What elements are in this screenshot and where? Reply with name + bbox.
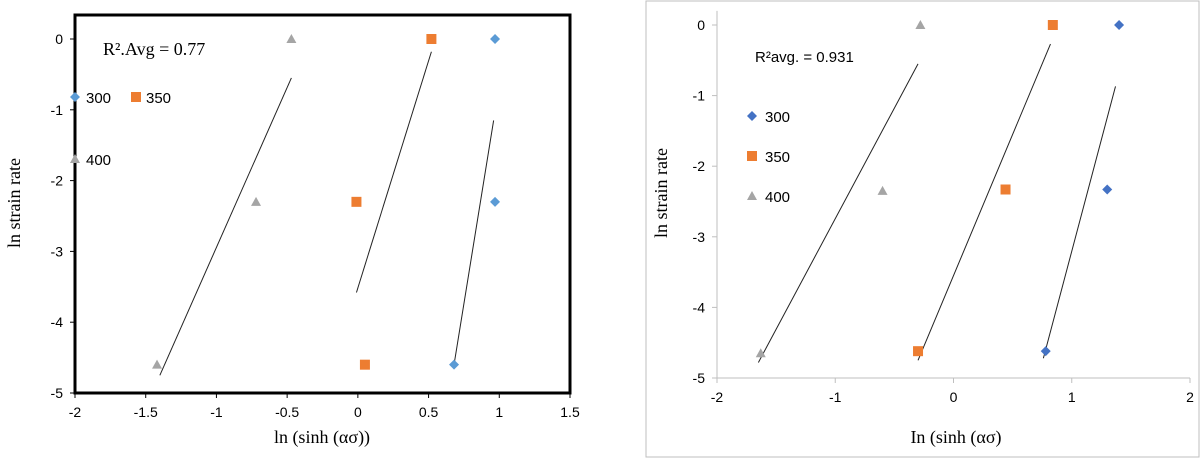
- left-point-400: [251, 196, 262, 206]
- left-y-axis-label: ln strain rate: [4, 158, 24, 248]
- right-x-tick-label: 0: [950, 389, 958, 405]
- right-y-tick-label: -5: [693, 370, 706, 386]
- left-legend-marker-300: [70, 92, 80, 102]
- right-point-350: [1000, 184, 1011, 195]
- left-fit-line-400: [159, 77, 292, 376]
- left-legend-label-350: 350: [146, 90, 171, 107]
- left-legend-marker-350: [131, 92, 141, 102]
- left-x-tick-label: -1: [210, 404, 223, 420]
- left-x-tick-label: 1: [495, 404, 503, 420]
- left-x-tick-label: -0.5: [275, 404, 299, 420]
- right-y-tick-label: -4: [693, 299, 706, 315]
- left-point-350: [351, 196, 362, 207]
- left-y-tick-label: 0: [55, 31, 63, 47]
- right-point-300: [1114, 20, 1125, 30]
- right-annotation: R²avg. = 0.931: [755, 49, 854, 66]
- left-legend-label-300: 300: [86, 90, 111, 107]
- right-point-400: [877, 185, 888, 195]
- right-point-300: [1040, 346, 1051, 357]
- left-x-tick-label: 0.5: [419, 404, 439, 420]
- left-x-tick-label: -1.5: [134, 404, 158, 420]
- left-chart: 0 -1 -2 -3 -4 -5 -2 -1.5 -1 -0.5 0 0.5 1 1.5 R².Avg =…: [4, 13, 580, 448]
- right-fit-line-350: [917, 43, 1051, 361]
- right-legend-label-300: 300: [765, 109, 790, 126]
- right-legend-marker-300: [747, 111, 757, 121]
- left-y-tick-label: -3: [51, 243, 64, 259]
- left-point-300: [490, 34, 501, 44]
- left-fit-line-350: [355, 51, 432, 293]
- left-plot-area: [73, 13, 572, 395]
- left-y-tick-label: -4: [51, 314, 64, 330]
- left-legend-label-400: 400: [86, 152, 111, 169]
- right-point-300: [1102, 184, 1113, 195]
- left-x-tick-label: 1.5: [560, 404, 580, 420]
- left-x-tick-label: 0: [354, 404, 362, 420]
- left-y-tick-label: -2: [51, 173, 64, 189]
- left-y-tick-label: -1: [51, 102, 64, 118]
- right-x-axis-label: In (sinh (ασ): [910, 427, 1001, 448]
- right-point-350: [913, 346, 924, 357]
- left-point-400: [152, 359, 163, 369]
- right-legend-marker-400: [747, 191, 757, 200]
- right-y-tick-label: -3: [693, 229, 706, 245]
- left-legend-marker-400: [70, 154, 80, 163]
- left-x-axis-label: ln (sinh (ασ)): [274, 427, 370, 448]
- right-point-400: [755, 348, 766, 358]
- left-fit-line-300: [453, 120, 495, 365]
- right-x-tick-label: 2: [1186, 389, 1194, 405]
- left-annotation: R².Avg = 0.77: [103, 39, 205, 59]
- right-y-tick-label: -2: [693, 158, 706, 174]
- left-point-350: [359, 359, 370, 370]
- left-y-tick-label: -5: [51, 385, 64, 401]
- right-y-axis-label: ln strain rate: [651, 148, 671, 238]
- right-fit-line-400: [757, 63, 919, 363]
- right-fit-line-300: [1042, 86, 1116, 359]
- right-legend-marker-350: [747, 151, 757, 161]
- right-y-tick-label: -1: [693, 88, 706, 104]
- right-point-350: [1047, 20, 1058, 30]
- right-legend-label-350: 350: [765, 149, 790, 166]
- left-point-300: [449, 359, 460, 370]
- right-legend-label-400: 400: [765, 189, 790, 206]
- right-x-tick-label: -2: [711, 389, 724, 405]
- right-chart: 0 -1 -2 -3 -4 -5 -2 -1 0 1 2 R²avg. = 0.931 300 35…: [645, 0, 1200, 458]
- right-point-400: [915, 20, 926, 29]
- left-x-tick-label: -2: [69, 404, 82, 420]
- right-plot-area: [645, 0, 1200, 458]
- left-point-350: [426, 34, 437, 44]
- left-point-400: [286, 34, 297, 43]
- left-point-300: [490, 196, 501, 207]
- right-y-tick-label: 0: [697, 17, 705, 33]
- right-x-tick-label: 1: [1068, 389, 1076, 405]
- right-x-tick-label: -1: [829, 389, 842, 405]
